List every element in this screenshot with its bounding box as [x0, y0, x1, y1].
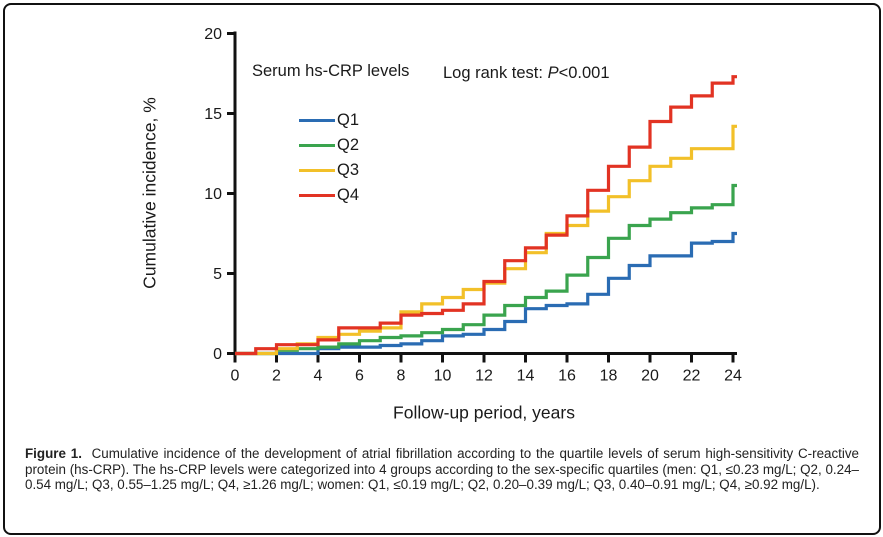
legend-item-q2: Q2 — [299, 133, 409, 158]
legend-items: Q1 Q2 Q3 Q4 — [299, 108, 409, 208]
log-rank-value: <0.001 — [558, 64, 610, 82]
caption-text: Cumulative incidence of the development … — [25, 446, 860, 493]
x-tick-label: 10 — [434, 368, 452, 385]
q4-line-swatch — [299, 193, 335, 198]
y-tick-label: 0 — [213, 346, 222, 363]
log-rank-p-symbol: P — [547, 64, 559, 82]
legend-label-q2: Q2 — [337, 136, 360, 154]
legend-item-q4: Q4 — [299, 183, 409, 208]
x-tick-label: 16 — [558, 368, 576, 385]
figure-border-frame — [3, 3, 881, 535]
y-tick-label: 5 — [213, 266, 222, 283]
x-tick-label: 22 — [683, 368, 701, 385]
y-tick-label: 20 — [204, 26, 222, 43]
legend: Serum hs-CRP levels Q1 Q2 Q3 Q4 — [252, 62, 409, 208]
legend-label-q4: Q4 — [337, 186, 360, 204]
y-axis-title: Cumulative incidence, % — [139, 97, 160, 289]
legend-item-q3: Q3 — [299, 158, 409, 183]
figure-caption: Figure 1. Cumulative incidence of the de… — [25, 446, 859, 493]
x-tick-label: 18 — [600, 368, 618, 385]
x-tick-label: 6 — [355, 368, 364, 385]
y-tick-label: 15 — [204, 106, 222, 123]
q2-line-swatch — [299, 143, 335, 148]
chart-area: 0 5 10 15 20 0 2 4 6 8 10 12 14 16 18 20 22 24 Serum hs-C… — [139, 26, 743, 423]
legend-label-q1: Q1 — [337, 111, 360, 129]
x-tick-label: 0 — [231, 368, 240, 385]
legend-title: Serum hs-CRP levels — [252, 62, 410, 80]
y-tick-label: 10 — [204, 186, 222, 203]
x-tick-label: 20 — [641, 368, 659, 385]
x-tick-label: 12 — [475, 368, 493, 385]
x-tick-label: 8 — [397, 368, 406, 385]
series-path-q2 — [235, 183, 737, 356]
x-tick-label: 2 — [272, 368, 281, 385]
q1-line-swatch — [299, 118, 335, 123]
x-tick-label: 14 — [517, 368, 535, 385]
q3-line-swatch — [299, 168, 335, 173]
legend-item-q1: Q1 — [299, 108, 409, 133]
legend-label-q3: Q3 — [337, 161, 360, 179]
x-axis-title: Follow-up period, years — [393, 402, 575, 423]
x-tick-label: 24 — [724, 368, 742, 385]
log-rank-annotation: Log rank test: P<0.001 — [443, 64, 610, 83]
log-rank-prefix: Log rank test: — [443, 64, 548, 82]
caption-label: Figure 1. — [25, 446, 82, 461]
series-path-q1 — [235, 231, 737, 356]
x-tick-label: 4 — [314, 368, 323, 385]
series-path-q4 — [235, 75, 737, 356]
